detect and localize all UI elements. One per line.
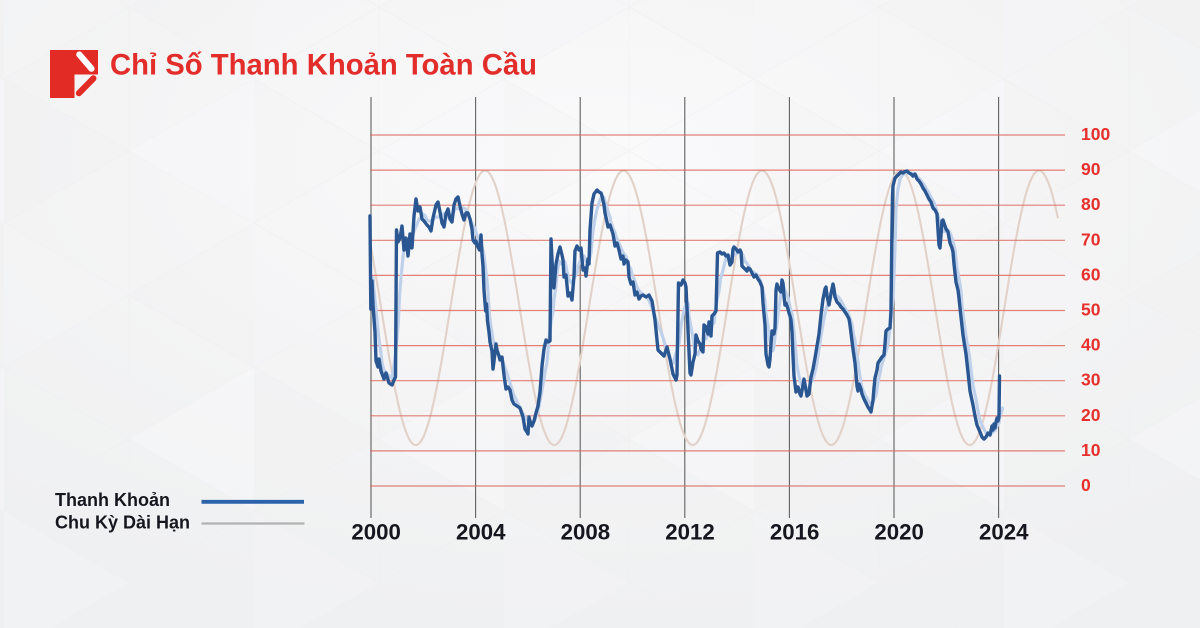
svg-text:100: 100 [1081,124,1110,144]
svg-text:2024: 2024 [979,520,1029,545]
svg-text:Chu Kỳ Dài Hạn: Chu Kỳ Dài Hạn [55,513,190,533]
svg-text:2016: 2016 [770,520,820,545]
svg-text:2000: 2000 [351,520,401,545]
svg-text:20: 20 [1081,405,1101,425]
svg-text:50: 50 [1081,300,1101,320]
svg-text:Chỉ Số Thanh Khoản Toàn Cầu: Chỉ Số Thanh Khoản Toàn Cầu [110,49,537,82]
svg-text:0: 0 [1081,475,1091,495]
svg-text:2008: 2008 [561,520,611,545]
svg-text:90: 90 [1081,159,1101,179]
svg-text:70: 70 [1081,229,1101,249]
svg-text:30: 30 [1081,370,1101,390]
svg-text:2012: 2012 [665,520,715,545]
svg-text:2020: 2020 [874,520,924,545]
svg-text:80: 80 [1081,194,1101,214]
svg-text:10: 10 [1081,440,1101,460]
svg-text:40: 40 [1081,335,1101,355]
svg-text:60: 60 [1081,264,1101,284]
svg-text:Thanh Khoản: Thanh Khoản [55,490,170,510]
svg-text:2004: 2004 [456,520,506,545]
